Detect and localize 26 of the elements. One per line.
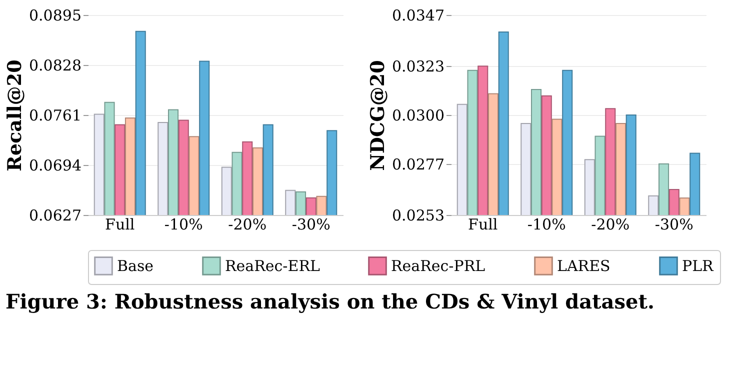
legend-label: PLR [682,256,714,275]
y-axis-title: NDCG@20 [367,60,390,171]
y-tick-label: 0.0253 [392,206,444,224]
x-tick-label: -30% [654,216,694,234]
x-tick-label: Full [105,216,135,234]
x-tick-label: -10% [527,216,566,234]
y-axis-title: Recall@20 [4,60,26,172]
x-tick-label: -20% [591,216,630,234]
x-tick-label: -30% [292,216,330,234]
legend-label: ReaRec-ERL [225,256,320,275]
caption: Figure 3: Robustness analysis on the CDs & Vinyl dataset. [6,290,654,314]
y-tick-label: 0.0828 [29,56,82,74]
legend-label: LARES [557,256,610,275]
legend-label: ReaRec-PRL [391,256,486,275]
y-tick-label: 0.0627 [29,206,82,224]
x-tick-label: -10% [164,216,203,234]
y-tick-label: 0.0694 [29,156,82,174]
x-tick-label: -20% [228,216,267,234]
x-tick-label: Full [468,216,498,234]
legend-label: Base [117,256,154,275]
y-tick-label: 0.0761 [29,106,82,124]
y-tick-label: 0.0300 [392,106,444,124]
y-tick-label: 0.0895 [29,6,82,24]
y-tick-label: 0.0347 [392,6,444,24]
y-tick-label: 0.0277 [392,155,444,174]
y-tick-label: 0.0323 [392,58,444,76]
